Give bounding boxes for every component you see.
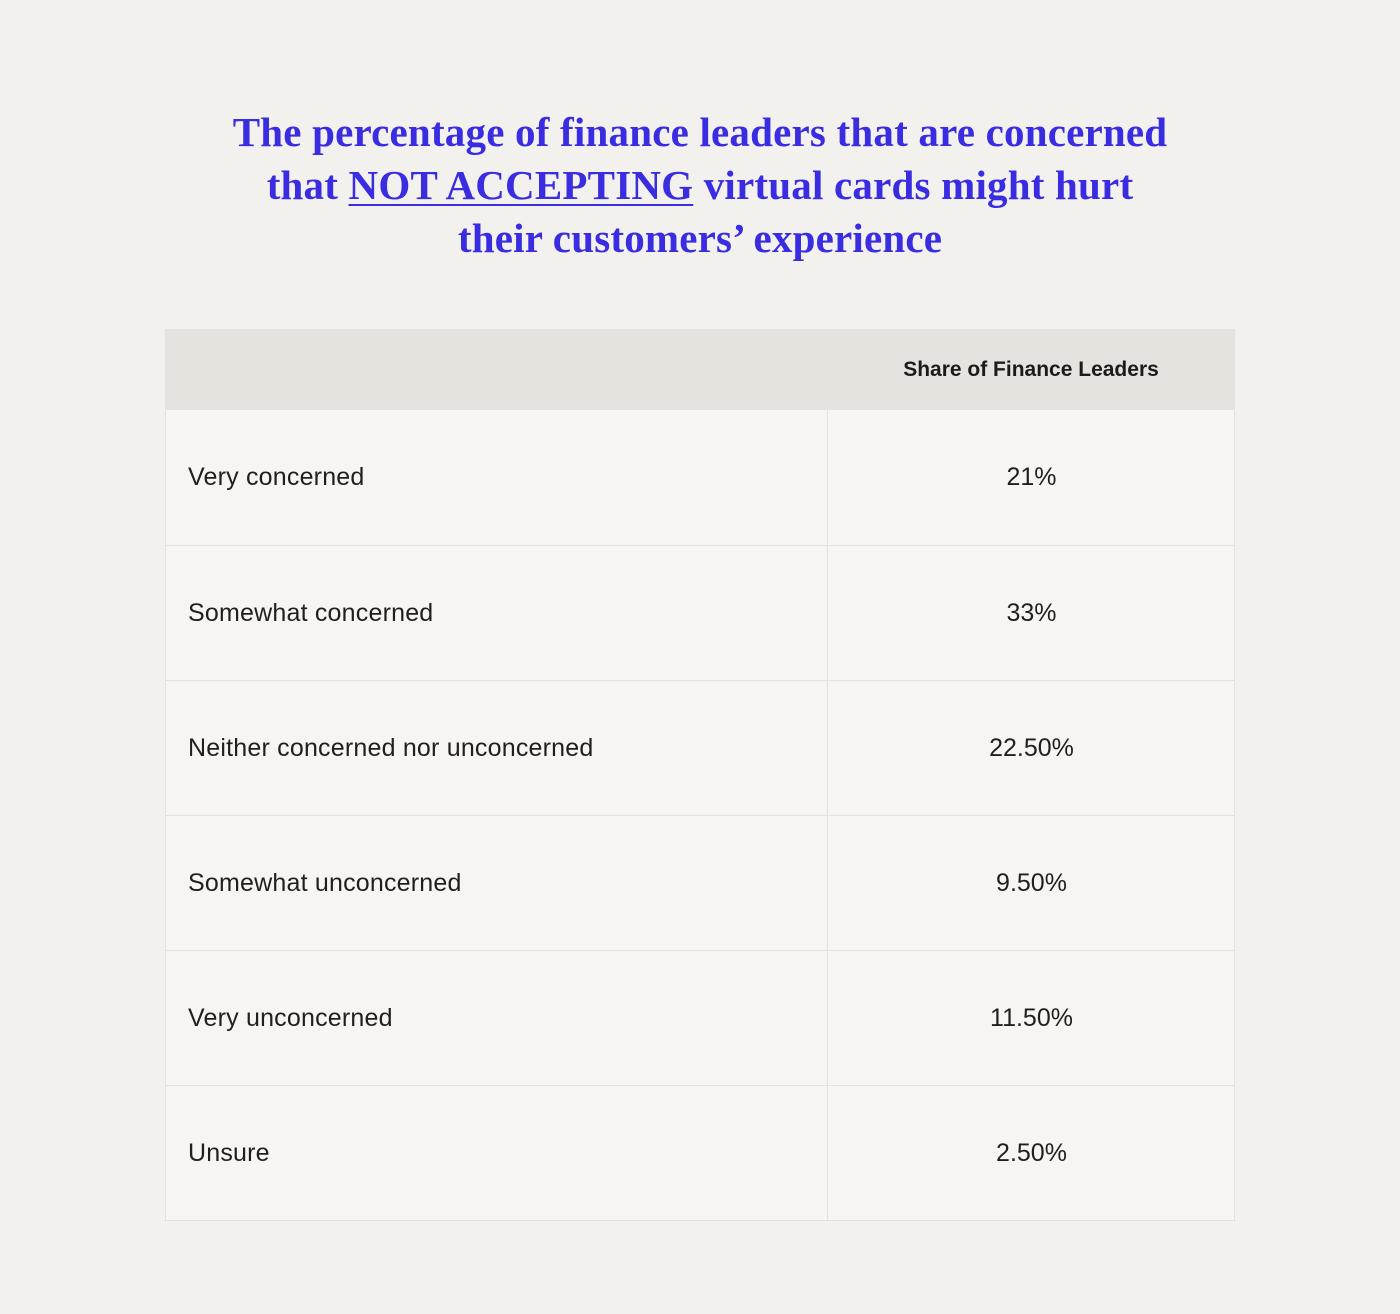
row-label: Neither concerned nor unconcerned [188,734,594,762]
table-row: Very concerned 21% [166,410,1234,545]
row-value: 2.50% [827,1086,1235,1221]
page-title: The percentage of finance leaders that a… [170,0,1230,265]
table-row: Neither concerned nor unconcerned 22.50% [166,680,1235,816]
row-label: Unsure [188,1139,270,1167]
row-value: 9.50% [827,816,1235,951]
title-line1: The percentage of finance leaders that a… [232,109,1168,155]
row-value: 33% [827,546,1235,681]
title-line3: their customers’ experience [457,215,943,261]
table-header-row: Share of Finance Leaders [165,329,1235,410]
table-row: Unsure 2.50% [166,1085,1235,1221]
row-value: 22.50% [827,681,1235,816]
row-label: Very unconcerned [188,1004,393,1032]
table-body: Very concerned 21% Somewhat concerned 33… [165,410,1235,1221]
row-label: Very concerned [188,463,365,491]
table-row: Somewhat unconcerned 9.50% [166,815,1235,951]
row-value: 21% [827,410,1235,545]
table-row: Very unconcerned 11.50% [166,950,1235,1086]
header-cell-share-of-finance-leaders: Share of Finance Leaders [903,357,1159,381]
title-line2-prefix: that [266,162,349,208]
row-value: 11.50% [827,951,1235,1086]
title-line2-underlined: NOT ACCEPTING [348,162,694,208]
row-label: Somewhat concerned [188,599,434,627]
data-table: Share of Finance Leaders Very concerned … [165,329,1235,1221]
row-label: Somewhat unconcerned [188,869,462,897]
table-row: Somewhat concerned 33% [166,545,1235,681]
title-line2-suffix: virtual cards might hurt [693,162,1134,208]
